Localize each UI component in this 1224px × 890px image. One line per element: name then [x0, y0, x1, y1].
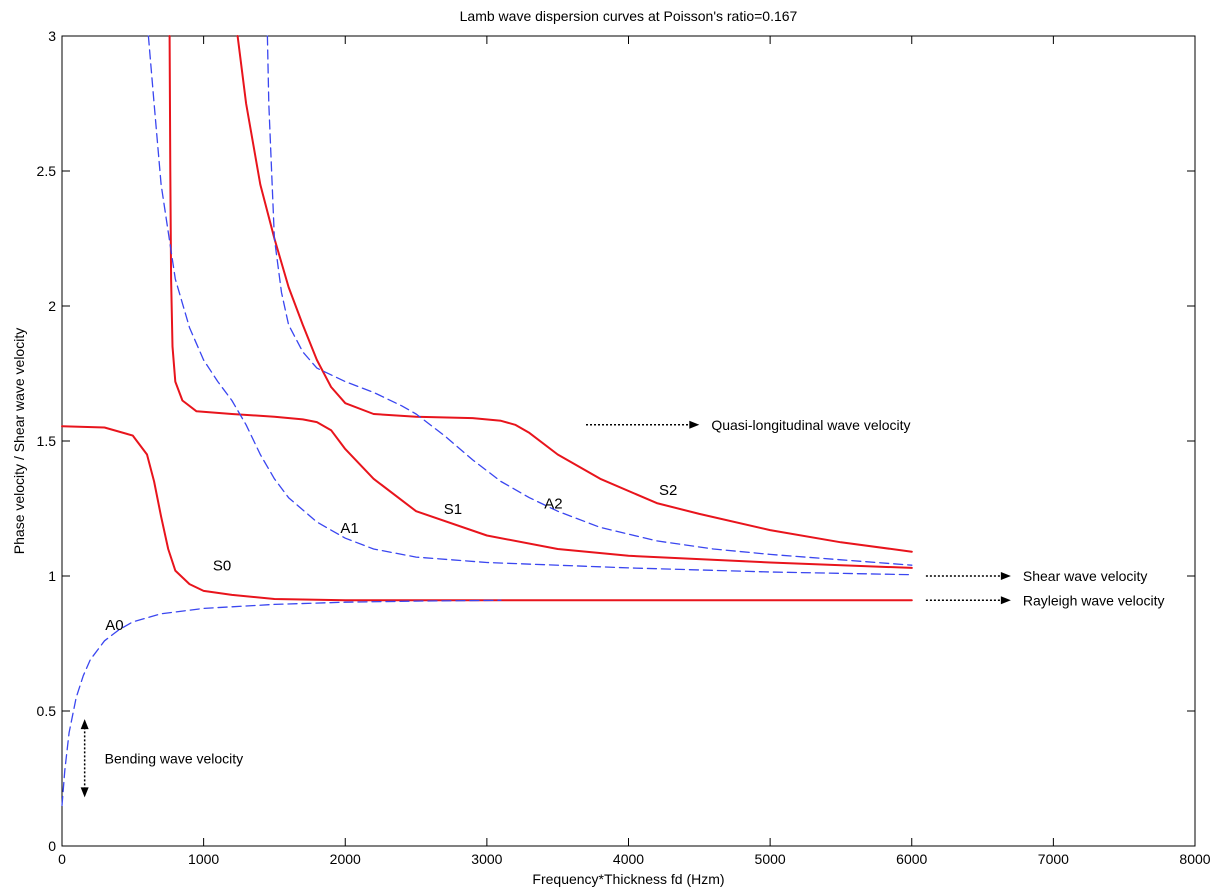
- x-tick-label: 4000: [613, 851, 644, 867]
- axis-ticks: 0 1000 2000 3000 4000 5000 6000 7000 8000 0 0.5 1 1.…: [37, 28, 1211, 867]
- x-tick-label: 0: [58, 851, 66, 867]
- annotation-bending-wave-velocity: Bending wave velocity: [105, 750, 244, 766]
- x-tick-label: 8000: [1179, 851, 1210, 867]
- annotations: Quasi-longitudinal wave velocity Shear wa…: [80, 417, 1165, 798]
- series-lines: [61, 35, 913, 807]
- arrow-head-icon: [1000, 572, 1011, 580]
- mode-label-a2: A2: [544, 496, 562, 513]
- y-axis-title: Phase velocity / Shear wave velocity: [11, 328, 27, 554]
- series-s0-line: [61, 425, 913, 602]
- chart-title: Lamb wave dispersion curves at Poisson's…: [460, 8, 798, 24]
- arrow-head-icon: [1000, 596, 1011, 605]
- arrow-head-icon: [689, 420, 700, 429]
- x-tick-label: 3000: [471, 851, 502, 867]
- annotation-shear-wave-velocity: Shear wave velocity: [1023, 568, 1148, 584]
- annotation-rayleigh-wave-velocity: Rayleigh wave velocity: [1023, 592, 1165, 608]
- x-tick-label: 6000: [896, 851, 927, 867]
- y-tick-label: 2.5: [37, 163, 57, 179]
- mode-label-s2: S2: [659, 482, 677, 499]
- arrow-head-icon: [80, 787, 89, 798]
- series-s2-line: [236, 35, 913, 553]
- plot-frame: [61, 35, 1196, 847]
- series-a0-line: [61, 599, 502, 807]
- series-a2-line: [266, 35, 913, 566]
- y-tick-label: 0: [48, 838, 56, 854]
- annotation-quasi-longitudinal-wave-velocity: Quasi-longitudinal wave velocity: [711, 417, 910, 433]
- x-tick-label: 2000: [330, 851, 361, 867]
- x-tick-label: 5000: [755, 851, 786, 867]
- mode-label-s0: S0: [213, 558, 231, 575]
- y-tick-label: 3: [48, 28, 56, 44]
- y-tick-label: 2: [48, 298, 56, 314]
- mode-label-s1: S1: [444, 501, 462, 518]
- mode-labels: A0 S0 A1 S1 A2 S2: [105, 482, 677, 634]
- x-tick-label: 7000: [1038, 851, 1069, 867]
- series-s1-line: [168, 35, 913, 569]
- series-a1-line: [147, 35, 913, 576]
- y-tick-label: 0.5: [37, 703, 57, 719]
- y-tick-label: 1: [48, 568, 56, 584]
- x-axis-title: Frequency*Thickness fd (Hzm): [532, 871, 724, 887]
- mode-label-a0: A0: [105, 617, 123, 634]
- arrow-head-icon: [80, 719, 89, 730]
- y-tick-label: 1.5: [37, 433, 57, 449]
- mode-label-a1: A1: [340, 520, 358, 537]
- x-tick-label: 1000: [188, 851, 219, 867]
